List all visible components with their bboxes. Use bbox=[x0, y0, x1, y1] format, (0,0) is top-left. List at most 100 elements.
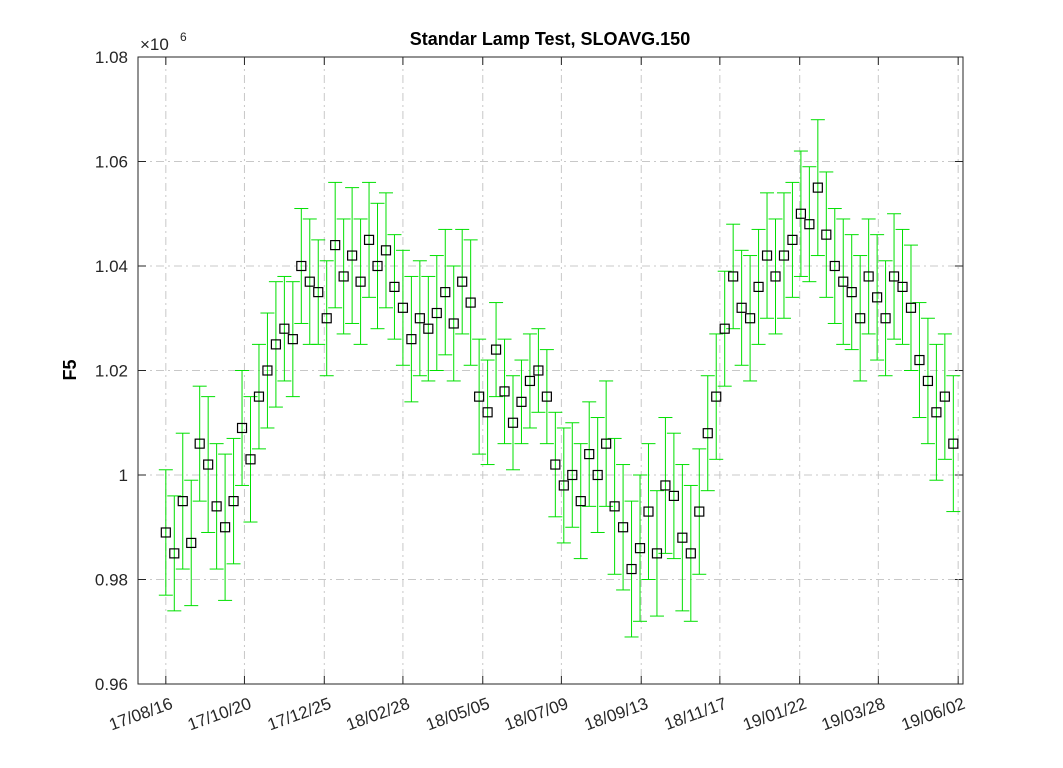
marker bbox=[363, 234, 375, 245]
marker bbox=[761, 250, 773, 261]
marker bbox=[228, 496, 239, 507]
marker bbox=[897, 281, 908, 292]
axes-box bbox=[137, 56, 964, 685]
marker bbox=[795, 208, 807, 219]
marker bbox=[440, 287, 451, 298]
marker bbox=[753, 281, 764, 292]
marker bbox=[186, 537, 197, 549]
marker bbox=[948, 438, 959, 449]
marker bbox=[838, 276, 849, 287]
marker bbox=[516, 396, 527, 407]
marker bbox=[651, 548, 663, 559]
marker bbox=[787, 234, 798, 245]
marker bbox=[719, 323, 730, 334]
y-tick-label: 1 bbox=[119, 466, 128, 485]
marker bbox=[448, 318, 459, 329]
marker bbox=[575, 496, 586, 507]
marker bbox=[372, 260, 383, 272]
marker bbox=[262, 365, 273, 376]
marker bbox=[744, 313, 756, 324]
marker bbox=[203, 459, 214, 470]
marker bbox=[194, 438, 205, 449]
y-tick-label: 1.04 bbox=[95, 257, 128, 276]
y-axis-label: F5 bbox=[60, 359, 80, 380]
marker bbox=[872, 292, 883, 303]
marker bbox=[219, 522, 231, 533]
marker bbox=[880, 313, 891, 324]
marker bbox=[533, 365, 544, 376]
marker bbox=[643, 506, 654, 517]
marker bbox=[939, 391, 950, 402]
marker bbox=[338, 271, 349, 282]
marker bbox=[270, 339, 282, 350]
marker bbox=[702, 428, 713, 439]
marker bbox=[694, 506, 705, 517]
marker bbox=[347, 250, 358, 261]
marker bbox=[279, 323, 290, 334]
marker bbox=[617, 522, 629, 533]
marker bbox=[169, 548, 180, 559]
marker bbox=[804, 219, 815, 230]
marker bbox=[677, 532, 688, 543]
marker bbox=[431, 307, 442, 319]
y-tick-label: 0.98 bbox=[95, 571, 128, 590]
marker bbox=[397, 302, 409, 313]
marker bbox=[736, 302, 747, 313]
marker bbox=[296, 260, 307, 272]
marker bbox=[685, 548, 696, 559]
marker bbox=[287, 334, 298, 345]
marker bbox=[177, 496, 188, 507]
marker bbox=[465, 297, 476, 308]
marker bbox=[601, 438, 612, 449]
marker bbox=[922, 375, 934, 387]
marker bbox=[711, 391, 722, 402]
marker bbox=[558, 480, 569, 491]
marker bbox=[414, 313, 425, 324]
marker bbox=[660, 480, 671, 491]
y-tick-label: 1.02 bbox=[95, 362, 128, 381]
marker bbox=[812, 182, 823, 193]
marker bbox=[905, 302, 917, 313]
marker bbox=[499, 386, 510, 397]
marker bbox=[541, 391, 552, 402]
marker bbox=[821, 229, 832, 240]
marker bbox=[236, 422, 248, 434]
marker bbox=[457, 276, 468, 287]
marker bbox=[668, 490, 679, 501]
y-multiplier: ×10 bbox=[140, 35, 169, 54]
marker bbox=[931, 407, 942, 418]
marker bbox=[355, 276, 366, 287]
marker bbox=[888, 271, 900, 282]
marker bbox=[567, 469, 578, 481]
marker bbox=[321, 313, 332, 324]
marker bbox=[507, 417, 519, 428]
marker bbox=[584, 449, 595, 460]
marker bbox=[778, 250, 790, 261]
y-tick-label: 1.08 bbox=[95, 48, 128, 67]
marker bbox=[829, 260, 840, 272]
marker bbox=[211, 501, 222, 512]
marker bbox=[855, 313, 866, 324]
marker bbox=[728, 271, 739, 282]
marker bbox=[863, 271, 874, 282]
marker bbox=[482, 407, 493, 418]
marker bbox=[380, 245, 392, 256]
marker bbox=[474, 391, 485, 402]
marker bbox=[550, 459, 561, 470]
marker bbox=[634, 543, 646, 554]
marker bbox=[626, 563, 637, 575]
marker bbox=[160, 527, 171, 538]
y-multiplier-exponent: 6 bbox=[180, 30, 187, 44]
marker bbox=[253, 391, 265, 402]
marker bbox=[304, 276, 315, 287]
marker bbox=[245, 454, 256, 465]
marker bbox=[490, 344, 502, 355]
marker bbox=[330, 240, 341, 251]
marker bbox=[770, 271, 781, 282]
marker bbox=[609, 501, 620, 512]
y-tick-label: 0.96 bbox=[95, 675, 128, 694]
marker bbox=[389, 281, 400, 292]
